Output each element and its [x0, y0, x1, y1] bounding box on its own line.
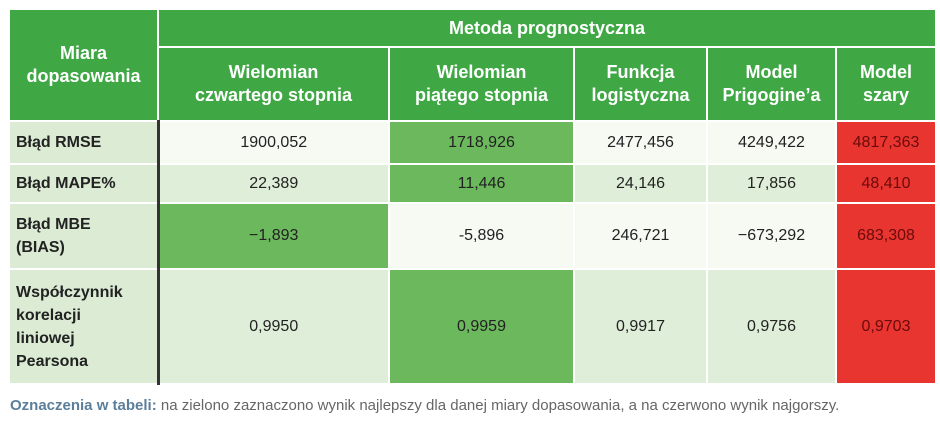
cell: 4249,422: [706, 120, 837, 165]
row-label: Błąd MAPE%: [8, 163, 160, 204]
cell: 22,389: [157, 163, 390, 204]
cell: 246,721: [573, 202, 708, 270]
legend-note: Oznaczenia w tabeli: na zielono zaznaczo…: [10, 395, 930, 417]
cell: 0,9959: [388, 268, 575, 385]
cell: 1718,926: [388, 120, 575, 165]
row-label: Współczynnik korelacji liniowej Pearsona: [8, 268, 160, 385]
column-header: Model szary: [834, 46, 938, 122]
cell: 0,9703: [834, 268, 938, 385]
row-label: Błąd RMSE: [8, 120, 160, 165]
cell: 2477,456: [573, 120, 708, 165]
cell: 48,410: [834, 163, 938, 204]
column-header: Model Prigogine’a: [706, 46, 837, 122]
cell: -5,896: [388, 202, 575, 270]
column-header: Wielomian czwartego stopnia: [157, 46, 390, 122]
corner-header: Miara dopasowania: [8, 8, 159, 122]
cell: 1900,052: [157, 120, 390, 165]
cell: 0,9756: [706, 268, 837, 385]
cell: −1,893: [157, 202, 390, 270]
legend-label: Oznaczenia w tabeli:: [10, 397, 157, 414]
column-header: Funkcja logistyczna: [573, 46, 708, 122]
cell: −673,292: [706, 202, 837, 270]
cell: 24,146: [573, 163, 708, 204]
row-label: Błąd MBE (BIAS): [8, 202, 160, 270]
legend-text: na zielono zaznaczono wynik najlepszy dl…: [160, 397, 840, 414]
cell: 4817,363: [834, 120, 938, 165]
cell: 0,9950: [157, 268, 390, 385]
cell: 11,446: [388, 163, 575, 204]
cell: 17,856: [706, 163, 837, 204]
group-header: Metoda prognostyczna: [156, 8, 938, 48]
column-header: Wielomian piątego stopnia: [388, 46, 575, 122]
cell: 683,308: [834, 202, 938, 270]
cell: 0,9917: [573, 268, 708, 385]
results-table: Miara dopasowania Metoda prognostyczna W…: [8, 8, 938, 385]
